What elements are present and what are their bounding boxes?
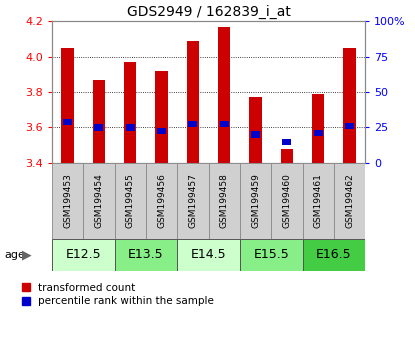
Bar <box>155 71 168 163</box>
Bar <box>95 124 103 131</box>
Bar <box>93 80 105 163</box>
Bar <box>177 239 240 271</box>
Bar <box>52 163 83 239</box>
Text: GSM199462: GSM199462 <box>345 173 354 228</box>
Bar <box>343 48 356 163</box>
Text: E13.5: E13.5 <box>128 249 164 261</box>
Bar <box>177 163 209 239</box>
Bar <box>126 124 134 131</box>
Bar <box>251 131 260 138</box>
Text: GSM199459: GSM199459 <box>251 173 260 228</box>
Text: ▶: ▶ <box>22 249 32 261</box>
Bar <box>281 149 293 163</box>
Bar <box>334 163 365 239</box>
Bar <box>218 27 230 163</box>
Bar <box>63 119 72 125</box>
Bar <box>188 121 197 127</box>
Bar <box>146 163 177 239</box>
Bar <box>283 138 291 145</box>
Bar <box>345 122 354 129</box>
Text: GSM199453: GSM199453 <box>63 173 72 228</box>
Bar <box>249 97 262 163</box>
Legend: transformed count, percentile rank within the sample: transformed count, percentile rank withi… <box>22 283 215 306</box>
Bar <box>314 130 322 136</box>
Bar <box>187 41 199 163</box>
Bar <box>271 163 303 239</box>
Text: GSM199456: GSM199456 <box>157 173 166 228</box>
Bar <box>83 163 115 239</box>
Text: GSM199457: GSM199457 <box>188 173 198 228</box>
Text: GSM199454: GSM199454 <box>94 173 103 228</box>
Bar <box>124 62 137 163</box>
Text: E15.5: E15.5 <box>253 249 289 261</box>
Bar <box>240 239 303 271</box>
Bar <box>303 163 334 239</box>
Bar <box>115 239 177 271</box>
Bar <box>303 239 365 271</box>
Bar <box>61 48 74 163</box>
Text: GSM199461: GSM199461 <box>314 173 323 228</box>
Text: GSM199455: GSM199455 <box>126 173 135 228</box>
Bar <box>220 121 229 127</box>
Bar <box>240 163 271 239</box>
Text: E16.5: E16.5 <box>316 249 352 261</box>
Bar <box>115 163 146 239</box>
Bar <box>52 239 115 271</box>
Title: GDS2949 / 162839_i_at: GDS2949 / 162839_i_at <box>127 5 290 19</box>
Bar <box>312 94 325 163</box>
Bar <box>157 128 166 134</box>
Text: GSM199460: GSM199460 <box>282 173 291 228</box>
Text: age: age <box>4 250 25 260</box>
Text: E12.5: E12.5 <box>66 249 101 261</box>
Text: E14.5: E14.5 <box>191 249 226 261</box>
Bar <box>209 163 240 239</box>
Text: GSM199458: GSM199458 <box>220 173 229 228</box>
